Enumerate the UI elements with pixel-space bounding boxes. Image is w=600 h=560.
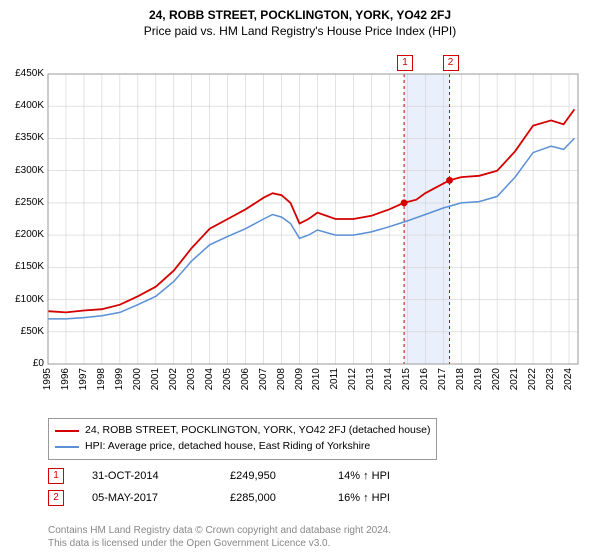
y-tick-label: £200K: [15, 229, 44, 240]
x-tick-label: 2005: [222, 368, 233, 398]
x-tick-label: 2006: [240, 368, 251, 398]
x-tick-label: 2011: [329, 368, 340, 398]
x-tick-label: 2018: [455, 368, 466, 398]
x-tick-label: 1998: [96, 368, 107, 398]
footer-line1: Contains HM Land Registry data © Crown c…: [48, 524, 391, 537]
legend-swatch: [55, 446, 79, 448]
legend-label: HPI: Average price, detached house, East…: [85, 439, 370, 455]
sale-date: 31-OCT-2014: [92, 470, 202, 482]
sale-price: £249,950: [230, 470, 310, 482]
x-tick-label: 1997: [78, 368, 89, 398]
sale-row: 2 05-MAY-2017 £285,000 16% ↑ HPI: [48, 490, 390, 506]
footer-line2: This data is licensed under the Open Gov…: [48, 537, 391, 550]
x-tick-label: 1999: [114, 368, 125, 398]
x-tick-label: 2015: [401, 368, 412, 398]
x-tick-label: 2014: [383, 368, 394, 398]
x-tick-label: 2019: [473, 368, 484, 398]
y-tick-label: £50K: [21, 326, 44, 337]
sale-delta: 16% ↑ HPI: [338, 492, 390, 504]
sale-marker-flag: 1: [397, 55, 413, 71]
x-tick-label: 2010: [311, 368, 322, 398]
y-tick-label: £350K: [15, 132, 44, 143]
sale-marker-icon: 2: [48, 490, 64, 506]
y-tick-label: £250K: [15, 197, 44, 208]
x-tick-label: 2023: [545, 368, 556, 398]
y-tick-label: £100K: [15, 294, 44, 305]
x-tick-label: 2012: [347, 368, 358, 398]
legend-label: 24, ROBB STREET, POCKLINGTON, YORK, YO42…: [85, 423, 430, 439]
chart-container: 24, ROBB STREET, POCKLINGTON, YORK, YO42…: [0, 0, 600, 560]
x-tick-label: 2024: [563, 368, 574, 398]
y-tick-label: £400K: [15, 100, 44, 111]
sale-marker-icon: 1: [48, 468, 64, 484]
x-tick-label: 2007: [258, 368, 269, 398]
sale-delta: 14% ↑ HPI: [338, 470, 390, 482]
x-tick-label: 2003: [186, 368, 197, 398]
y-tick-label: £150K: [15, 261, 44, 272]
x-tick-label: 2008: [276, 368, 287, 398]
x-tick-label: 2021: [509, 368, 520, 398]
sale-price: £285,000: [230, 492, 310, 504]
footer-text: Contains HM Land Registry data © Crown c…: [48, 524, 391, 550]
legend-item: HPI: Average price, detached house, East…: [55, 439, 430, 455]
legend: 24, ROBB STREET, POCKLINGTON, YORK, YO42…: [48, 418, 437, 460]
y-tick-label: £450K: [15, 68, 44, 79]
legend-swatch: [55, 430, 79, 432]
x-tick-label: 2009: [294, 368, 305, 398]
x-tick-label: 2013: [365, 368, 376, 398]
x-tick-label: 2016: [419, 368, 430, 398]
x-tick-label: 1996: [60, 368, 71, 398]
sale-row: 1 31-OCT-2014 £249,950 14% ↑ HPI: [48, 468, 390, 484]
x-tick-label: 2004: [204, 368, 215, 398]
sale-marker-flag: 2: [443, 55, 459, 71]
x-tick-label: 2001: [150, 368, 161, 398]
sale-date: 05-MAY-2017: [92, 492, 202, 504]
legend-item: 24, ROBB STREET, POCKLINGTON, YORK, YO42…: [55, 423, 430, 439]
x-tick-label: 2000: [132, 368, 143, 398]
x-tick-label: 2002: [168, 368, 179, 398]
x-tick-label: 2017: [437, 368, 448, 398]
y-tick-label: £300K: [15, 165, 44, 176]
x-tick-label: 2020: [491, 368, 502, 398]
x-tick-label: 1995: [42, 368, 53, 398]
x-tick-label: 2022: [527, 368, 538, 398]
